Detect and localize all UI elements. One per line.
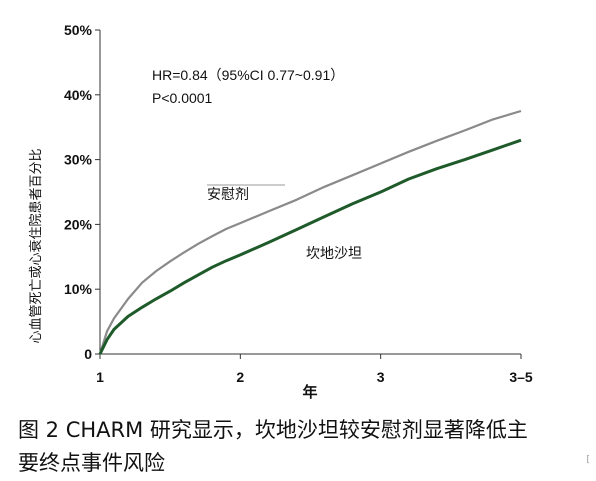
series-layer	[98, 109, 522, 355]
series-label-placebo: 安慰剂	[207, 186, 249, 203]
x-tick-label: 1	[96, 369, 104, 385]
caption-line-2: 要终点事件风险	[18, 451, 165, 475]
y-axis-label: 心血管死亡或心衰住院患者百分比	[28, 148, 44, 343]
corner-mark: [	[586, 455, 590, 465]
y-tick-label: 30%	[64, 152, 93, 168]
series-line-placebo	[98, 109, 522, 355]
y-tick-label: 0	[84, 346, 92, 362]
x-axis-label: 年	[302, 383, 317, 401]
x-tick-label: 3	[377, 369, 385, 385]
y-tick-label: 20%	[64, 216, 93, 232]
y-tick-label: 40%	[64, 87, 93, 103]
x-axis-ticks: 1 2 3 3–5	[96, 354, 533, 385]
p-value-annotation: P<0.0001	[152, 90, 213, 106]
hr-annotation: HR=0.84（95%CI 0.77~0.91）	[152, 67, 344, 83]
series-label-candesartan: 坎地沙坦	[306, 246, 362, 262]
y-tick-label: 50%	[64, 22, 93, 38]
series-line-candesartan	[98, 138, 522, 355]
survival-chart: 0 10% 20% 30% 40% 50% 1 2 3 3–5 HR=0.84（95%CI 0.…	[28, 22, 533, 401]
x-tick-label: 3–5	[509, 369, 533, 385]
figure-caption: 图 2 CHARM 研究显示，坎地沙坦较安慰剂显著降低主 要终点事件风险	[18, 414, 588, 480]
x-tick-label: 2	[236, 369, 244, 385]
y-tick-label: 10%	[64, 281, 93, 297]
caption-line-1: 图 2 CHARM 研究显示，坎地沙坦较安慰剂显著降低主	[18, 418, 528, 442]
y-axis-ticks: 0 10% 20% 30% 40% 50%	[64, 22, 100, 362]
